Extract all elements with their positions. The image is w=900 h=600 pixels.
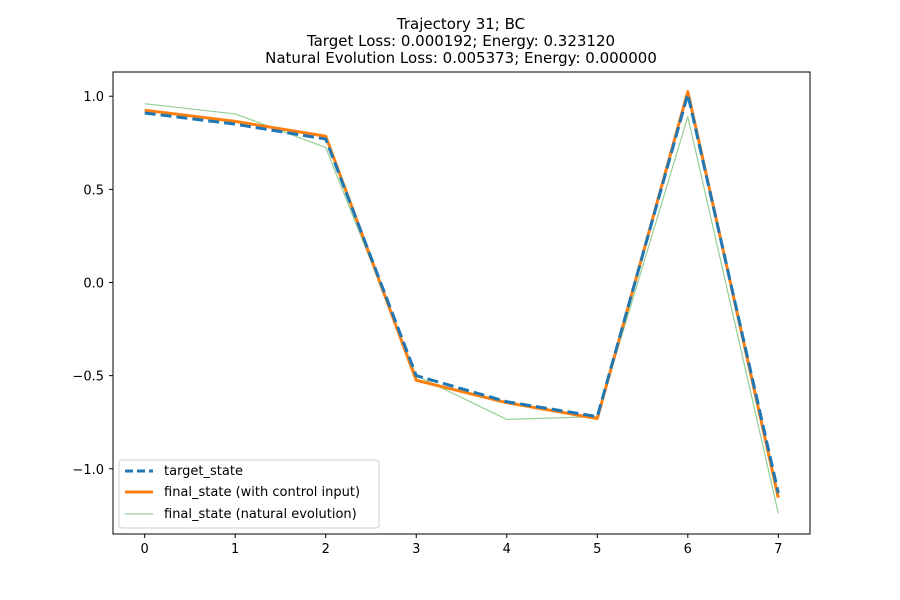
series-lines [144, 90, 780, 514]
x-tick-label: 7 [774, 542, 782, 557]
plot-frame [112, 71, 811, 535]
legend-label-target-state: target_state [164, 464, 243, 479]
y-tick-label: 0.0 [83, 277, 104, 292]
y-tick-label: −1.0 [72, 463, 104, 478]
plot-area [113, 72, 810, 534]
y-tick-label: 0.5 [83, 183, 104, 198]
legend-box [118, 459, 380, 529]
y-tick-label: −0.5 [72, 370, 104, 385]
x-tick-label: 2 [322, 542, 330, 557]
x-tick-label: 6 [684, 542, 692, 557]
chart-subtitle-natural: Natural Evolution Loss: 0.005373; Energy… [265, 49, 657, 67]
chart-subtitle-target: Target Loss: 0.000192; Energy: 0.323120 [306, 32, 615, 50]
y-axis: −1.0 −0.5 0.0 0.5 1.0 [72, 90, 113, 478]
x-tick-label: 5 [593, 542, 601, 557]
series-line-target-state [144, 92, 780, 494]
legend-label-final-state-control: final_state (with control input) [164, 485, 360, 500]
legend-label-final-state-natural: final_state (natural evolution) [164, 507, 357, 522]
chart-title-line: Trajectory 31; BC [396, 15, 525, 33]
y-tick-label: 1.0 [83, 90, 104, 105]
x-tick-label: 0 [141, 542, 149, 557]
series-line-final-state-natural-evolution [144, 103, 779, 514]
chart-title: Trajectory 31; BC Target Loss: 0.000192;… [265, 15, 657, 67]
x-axis: 0 1 2 3 4 5 6 7 [141, 534, 782, 557]
x-tick-label: 3 [412, 542, 420, 557]
x-tick-label: 4 [503, 542, 511, 557]
x-tick-label: 1 [231, 542, 239, 557]
legend: target_state final_state (with control i… [118, 459, 380, 529]
